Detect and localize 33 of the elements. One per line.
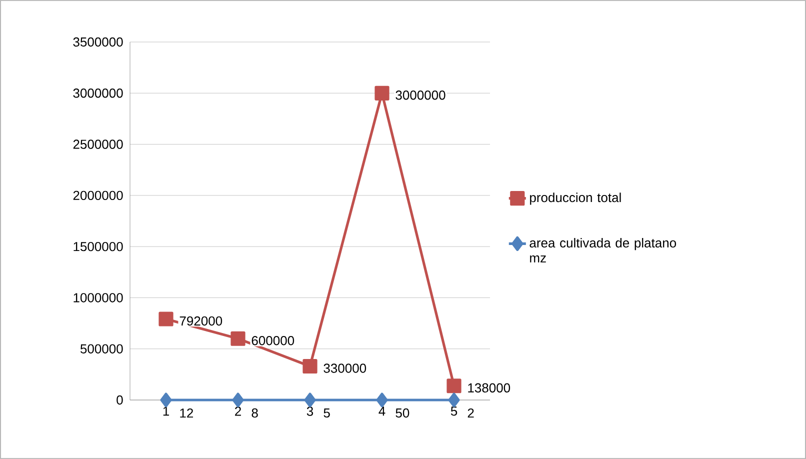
x-tick-label: 3	[306, 406, 314, 416]
point	[230, 331, 246, 346]
y-tick-label: 0	[116, 395, 123, 405]
point	[302, 358, 318, 374]
data-label: 50	[396, 408, 410, 418]
y-tick-label: 3000000	[73, 88, 123, 98]
data-label: 330000	[324, 364, 366, 373]
point	[376, 392, 388, 408]
point	[448, 392, 460, 408]
x-tick-label: 5	[450, 406, 458, 416]
data-label: 12	[180, 408, 193, 418]
x-tick-label: 2	[235, 406, 241, 416]
point	[158, 312, 174, 326]
point	[304, 392, 316, 408]
y-tick-label: 1000000	[74, 293, 123, 302]
y-tick-label: 3500000	[73, 37, 123, 47]
point	[160, 392, 172, 408]
data-label: 3000000	[396, 90, 446, 100]
data-label: 8	[252, 408, 258, 418]
point	[446, 378, 462, 394]
y-tick-label: 2500000	[73, 140, 123, 149]
y-tick-label: 500000	[80, 344, 123, 354]
y-tick-label: 1500000	[74, 242, 123, 252]
point	[374, 86, 390, 100]
y-tick-label: 2000000	[73, 190, 123, 200]
point	[232, 392, 244, 408]
legend-label: produccion total	[530, 192, 621, 205]
x-tick-label: 1	[163, 406, 169, 416]
x-tick-label: 4	[378, 406, 386, 416]
data-label: 138000	[468, 383, 510, 392]
data-label: 600000	[252, 336, 294, 346]
legend-label: area cultivada de platano mz	[530, 238, 676, 262]
data-label: 792000	[180, 316, 222, 326]
